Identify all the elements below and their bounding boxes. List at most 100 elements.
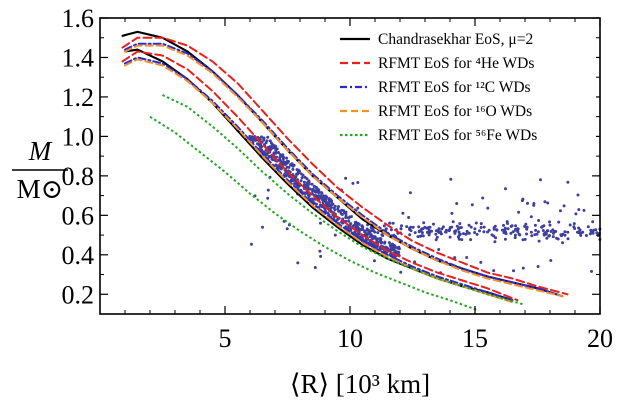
scatter-point: [462, 232, 465, 236]
scatter-point: [428, 225, 432, 229]
scatter-point: [512, 269, 515, 273]
scatter-point: [466, 231, 470, 235]
scatter-point: [536, 230, 540, 234]
series-line-o-6: [124, 44, 564, 298]
scatter-point: [262, 138, 266, 142]
scatter-point: [389, 228, 393, 232]
scatter-point: [525, 225, 529, 229]
scatter-point: [586, 225, 590, 229]
scatter-point: [287, 165, 291, 169]
scatter-point: [416, 235, 420, 239]
scatter-point: [294, 175, 298, 179]
scatter-point: [324, 200, 328, 204]
scatter-point: [337, 209, 341, 213]
scatter-point: [319, 194, 323, 198]
scatter-point: [478, 229, 481, 233]
scatter-point: [325, 195, 329, 199]
scatter-point: [566, 230, 570, 234]
scatter-point: [447, 229, 451, 233]
scatter-point: [302, 185, 306, 189]
scatter-point: [495, 228, 499, 232]
scatter-point: [486, 206, 490, 210]
scatter-point: [299, 172, 303, 176]
scatter-point: [319, 254, 323, 258]
scatter-point: [502, 223, 505, 227]
scatter-point: [399, 227, 403, 231]
scatter-point: [549, 259, 553, 262]
scatter-point: [548, 223, 552, 227]
scatter-point: [313, 266, 317, 269]
y-tick-label: 1.0: [62, 122, 95, 151]
scatter-point: [561, 241, 565, 245]
scatter-point: [303, 183, 307, 187]
scatter-point: [274, 151, 278, 155]
scatter-point: [541, 229, 545, 232]
scatter-point: [388, 221, 392, 225]
scatter-point: [558, 209, 562, 213]
scatter-point: [262, 150, 265, 154]
scatter-point: [356, 206, 360, 210]
scatter-point: [492, 234, 496, 238]
scatter-point: [554, 230, 558, 233]
scatter-point: [372, 259, 376, 263]
scatter-point: [330, 200, 334, 204]
scatter-point: [584, 234, 588, 237]
scatter-point: [356, 181, 360, 184]
scatter-point: [521, 266, 525, 270]
scatter-point: [405, 225, 409, 229]
scatter-point: [288, 163, 292, 167]
scatter-point: [539, 178, 542, 182]
scatter-point: [376, 231, 380, 235]
scatter-point: [577, 230, 581, 234]
scatter-point: [344, 213, 348, 217]
scatter-point: [305, 184, 309, 188]
scatter-point: [306, 193, 310, 197]
scatter-point: [582, 208, 586, 212]
scatter-point: [249, 135, 253, 139]
scatter-point: [409, 229, 413, 233]
scatter-point: [280, 154, 284, 158]
scatter-point: [283, 160, 287, 164]
scatter-point: [448, 235, 452, 239]
scatter-point: [344, 216, 348, 219]
scatter-point: [365, 227, 369, 231]
series-line-c-4: [124, 42, 564, 298]
scatter-point: [308, 187, 312, 191]
legend-label-c: RFMT EoS for ¹²C WDs: [378, 79, 531, 96]
scatter-point: [289, 178, 293, 182]
scatter-point: [434, 229, 438, 233]
scatter-point: [261, 225, 264, 229]
scatter-point: [260, 135, 263, 139]
scatter-point: [278, 153, 282, 157]
scatter-point: [588, 232, 592, 236]
scatter-point: [391, 221, 395, 225]
scatter-point: [435, 235, 439, 239]
scatter-point: [475, 232, 479, 236]
scatter-point: [533, 223, 537, 227]
scatter-point: [266, 188, 270, 192]
scatter-point: [574, 212, 578, 216]
y-axis-numerator: M: [28, 136, 53, 166]
scatter-point: [295, 185, 299, 189]
x-axis-title: ⟨R⟩ [10³ km]: [290, 369, 430, 399]
scatter-point: [297, 168, 300, 172]
scatter-point: [396, 246, 400, 250]
y-axis-label: M M⊙: [12, 136, 68, 204]
scatter-point: [453, 230, 457, 234]
scatter-point: [449, 177, 453, 181]
scatter-point: [536, 265, 540, 268]
scatter-point: [254, 138, 258, 142]
scatter-point: [326, 204, 330, 208]
scatter-point: [445, 228, 448, 232]
scatter-point: [396, 250, 400, 254]
scatter-point: [381, 234, 385, 238]
axis-ticks: 5 10 15 20 0.2 0.4 0.6 0.8 1.0 1.2 1.4 1.6: [62, 4, 614, 353]
scatter-point: [523, 224, 527, 228]
scatter-point: [595, 231, 599, 235]
series-lines: [121, 30, 569, 312]
scatter-point: [382, 224, 386, 228]
scatter-point: [521, 238, 525, 242]
scatter-point: [333, 233, 337, 237]
scatter-point: [469, 238, 473, 242]
legend-label-o: RFMT EoS for ¹⁶O WDs: [378, 103, 532, 120]
